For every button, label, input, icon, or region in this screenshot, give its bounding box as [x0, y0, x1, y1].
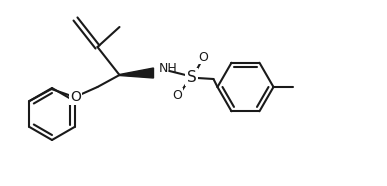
Text: O: O	[70, 90, 81, 104]
Polygon shape	[120, 68, 154, 78]
Text: O: O	[173, 89, 182, 102]
Text: O: O	[199, 51, 209, 63]
Text: NH: NH	[159, 62, 177, 75]
Text: S: S	[187, 70, 196, 84]
